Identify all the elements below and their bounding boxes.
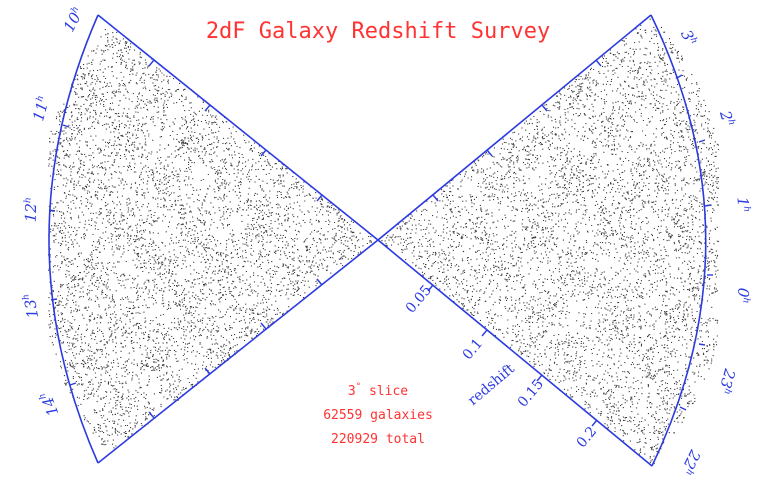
- tick-right-lower-3: [536, 374, 543, 382]
- tick-right-lower-4: [591, 419, 598, 427]
- arc-ticks: [48, 74, 713, 411]
- tick-left-upper-4: [148, 59, 155, 67]
- hour-label-2h: 2h: [716, 108, 738, 129]
- hour-label-22h: 22h: [677, 446, 705, 477]
- arc-tick-right-6: [679, 406, 687, 411]
- edge-ticks: [148, 59, 602, 427]
- tick-right-upper-4: [595, 59, 602, 67]
- total-count-note: 220929 total: [331, 432, 425, 447]
- tick-left-lower-1: [316, 278, 323, 286]
- arc-tick-right-5: [698, 343, 706, 346]
- hour-label-3h: 3h: [677, 27, 700, 49]
- tick-right-lower-1: [427, 284, 434, 292]
- right-wedge-upper-edge: [377, 14, 652, 241]
- hour-label-14h: 14h: [36, 389, 62, 419]
- tick-left-lower-4: [148, 411, 155, 419]
- tick-left-lower-2: [260, 322, 267, 330]
- tick-left-upper-1: [316, 194, 323, 202]
- tick-left-lower-3: [204, 367, 211, 375]
- tick-left-upper-2: [260, 149, 267, 157]
- tick-right-upper-2: [486, 149, 493, 157]
- redshift-tick-0.2: 0.2: [574, 424, 601, 451]
- left-wedge-outer-arc: [48, 14, 99, 464]
- redshift-tick-0.15: 0.15: [515, 376, 547, 410]
- galaxy-scatter-right: [381, 18, 720, 464]
- redshift-tick-0.1: 0.1: [460, 336, 487, 363]
- tick-right-upper-1: [432, 194, 439, 202]
- survey-title: 2dF Galaxy Redshift Survey: [206, 19, 550, 44]
- hour-label-1h: 1h: [733, 196, 752, 213]
- galaxy-points-left-wedge: [48, 29, 376, 449]
- arc-tick-left-4: [69, 382, 77, 386]
- right-wedge-outer-arc: [650, 14, 707, 467]
- hour-label-12h: 12h: [22, 197, 41, 223]
- left-wedge-frame: [48, 14, 379, 464]
- right-wedge-lower-edge: [377, 239, 653, 467]
- slice-note: 3° slice: [348, 382, 408, 399]
- redshift-axis-label: redshift: [465, 361, 518, 409]
- tick-right-lower-2: [481, 329, 488, 337]
- hour-label-11h: 11h: [29, 94, 53, 123]
- hour-label-10h: 10h: [60, 4, 88, 34]
- arc-tick-right-3: [704, 204, 712, 207]
- galaxy-count-note: 62559 galaxies: [323, 408, 433, 423]
- tick-left-upper-3: [204, 104, 211, 112]
- hour-label-0h: 0h: [733, 287, 752, 304]
- arc-tick-left-3: [50, 298, 58, 301]
- arc-tick-left-1: [62, 124, 70, 128]
- hour-label-23h: 23h: [715, 366, 739, 396]
- left-wedge-lower-edge: [97, 239, 379, 464]
- right-wedge-frame: [377, 14, 707, 467]
- galaxy-scatter-left: [48, 29, 376, 449]
- arc-tick-right-1: [676, 74, 683, 79]
- arc-tick-right-2: [698, 139, 706, 143]
- left-wedge-upper-edge: [97, 14, 379, 241]
- galaxy-points-right-wedge: [381, 18, 720, 464]
- tick-right-upper-3: [541, 104, 548, 112]
- arc-tick-left-2: [48, 209, 56, 212]
- hour-label-13h: 13h: [20, 292, 42, 320]
